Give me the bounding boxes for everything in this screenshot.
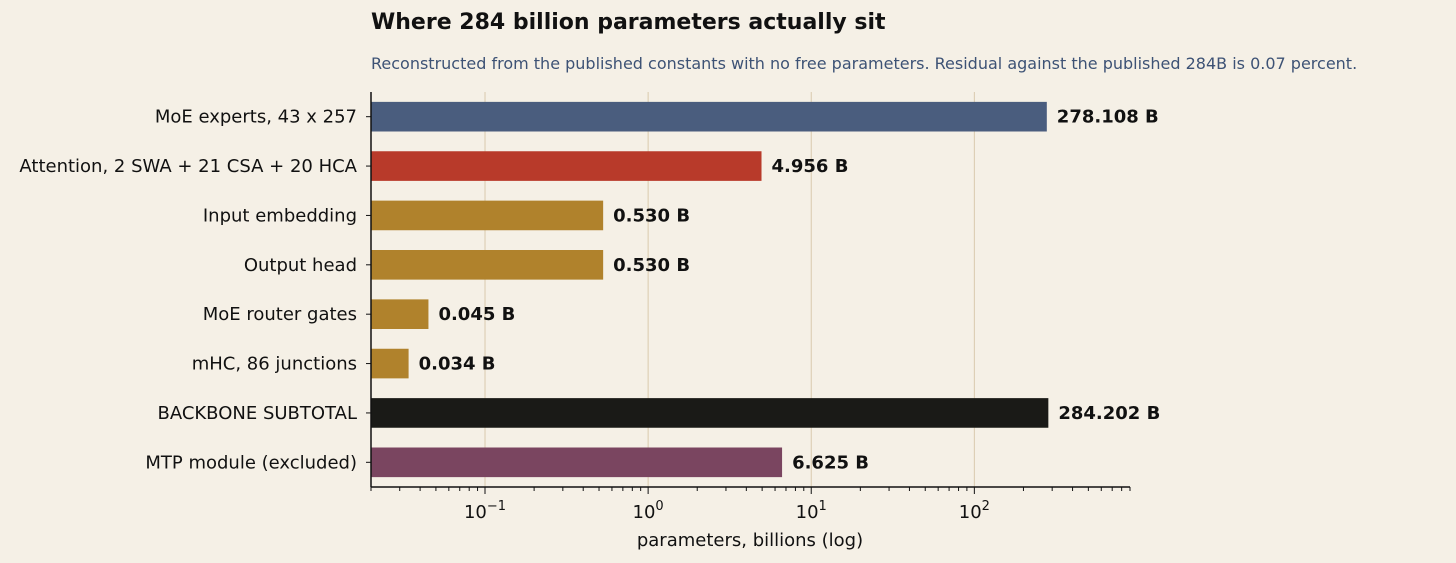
value-label: 284.202 B [1058, 403, 1160, 424]
value-label: 4.956 B [772, 156, 849, 177]
category-label: Input embedding [203, 205, 357, 226]
value-label: 0.530 B [613, 205, 690, 226]
x-tick-label: 100 [633, 499, 664, 523]
bar [371, 299, 429, 329]
value-label: 0.034 B [419, 354, 496, 375]
value-label: 6.625 B [792, 452, 869, 473]
x-axis-label: parameters, billions (log) [637, 530, 863, 551]
axes [366, 92, 1131, 494]
category-label: Output head [244, 255, 357, 276]
value-labels: 278.108 B 4.956 B 0.530 B 0.530 B 0.045 B 0.0… [419, 107, 1161, 474]
bar [371, 151, 762, 181]
value-label: 0.045 B [438, 304, 515, 325]
bar [371, 398, 1049, 428]
x-tick-labels: 10−1 100 101 102 [464, 499, 990, 523]
chart-title: Where 284 billion parameters actually si… [371, 10, 886, 35]
bar [371, 101, 1047, 132]
value-label: 0.530 B [613, 255, 690, 276]
category-label: MTP module (excluded) [145, 452, 357, 473]
category-label: mHC, 86 junctions [192, 354, 357, 375]
x-tick-label: 101 [796, 499, 827, 523]
bar [371, 348, 409, 379]
chart-subtitle: Reconstructed from the published constan… [371, 54, 1358, 73]
bar [371, 447, 783, 478]
bar [371, 200, 604, 231]
category-label: MoE experts, 43 x 257 [155, 107, 357, 128]
x-tick-label: 10−1 [464, 499, 506, 523]
bars [371, 101, 1049, 478]
value-label: 278.108 B [1057, 107, 1159, 128]
category-label: MoE router gates [203, 304, 357, 325]
x-tick-label: 102 [959, 499, 990, 523]
category-label: Attention, 2 SWA + 21 CSA + 20 HCA [19, 156, 357, 177]
category-label: BACKBONE SUBTOTAL [157, 403, 357, 424]
category-labels: MoE experts, 43 x 257 Attention, 2 SWA + … [19, 107, 357, 474]
bar [371, 250, 604, 280]
